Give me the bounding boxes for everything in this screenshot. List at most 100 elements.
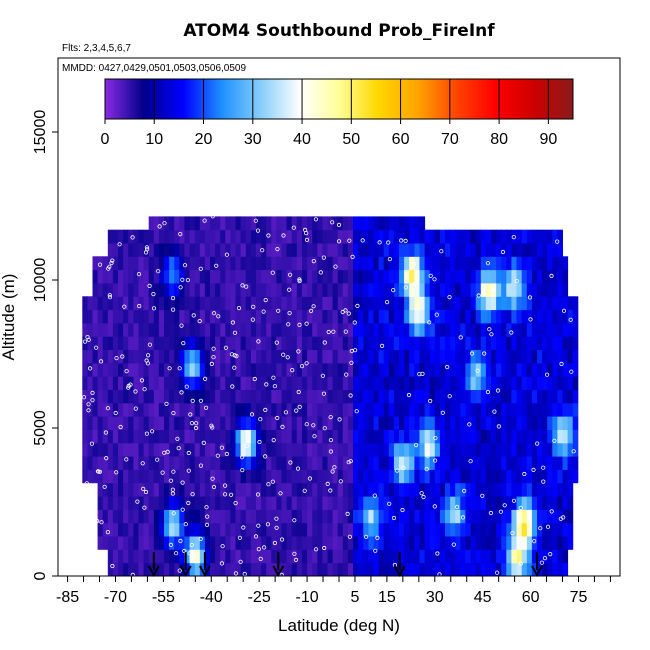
heatmap-cell [179, 522, 185, 537]
heatmap-cell [123, 496, 129, 510]
sample-point [250, 317, 255, 322]
heatmap-cell [296, 309, 303, 324]
sample-point [299, 363, 305, 369]
heatmap-cell [204, 309, 211, 324]
heatmap-cell [245, 389, 252, 404]
heatmap-cell [409, 256, 415, 271]
sample-point [304, 237, 310, 242]
sample-point [137, 303, 142, 309]
heatmap-cell [169, 562, 175, 577]
heatmap-cell [470, 269, 477, 284]
heatmap-cell [82, 402, 88, 417]
heatmap-cell [393, 349, 400, 364]
heatmap-cell [465, 562, 471, 577]
heatmap-cell [302, 456, 308, 470]
heatmap-cell [235, 389, 242, 404]
sample-point [238, 559, 243, 564]
heatmap-cell [210, 562, 216, 577]
heatmap-cell [307, 496, 313, 510]
heatmap-cell [552, 456, 558, 470]
heatmap-cell [169, 549, 175, 564]
sample-point [157, 224, 162, 229]
heatmap-cell [307, 336, 313, 350]
heatmap-cell [92, 469, 99, 484]
heatmap-cell [353, 536, 359, 550]
sample-point [542, 555, 548, 561]
heatmap-cell [235, 442, 242, 457]
heatmap-cell [342, 229, 349, 244]
heatmap-cell [286, 496, 293, 510]
heatmap-cell [567, 322, 574, 337]
heatmap-cell [562, 496, 569, 510]
heatmap-cell [542, 243, 548, 257]
heatmap-cell [337, 549, 344, 564]
heatmap-cell [322, 309, 328, 324]
heatmap-cell [450, 269, 456, 284]
heatmap-cell [485, 362, 492, 377]
heatmap-cell [480, 456, 487, 470]
heatmap-cell [296, 469, 303, 484]
heatmap-cell [118, 522, 124, 537]
heatmap-cell [424, 549, 431, 564]
heatmap-cell [240, 469, 247, 484]
heatmap-cell [450, 549, 456, 564]
heatmap-cell [164, 469, 170, 484]
heatmap-cell [215, 229, 221, 244]
heatmap-cell [143, 283, 150, 297]
heatmap-cell [235, 496, 242, 510]
heatmap-cell [143, 243, 150, 257]
heatmap-cell [409, 536, 415, 550]
heatmap-cell [204, 243, 211, 257]
sample-point [338, 479, 343, 484]
heatmap-cell [399, 536, 405, 550]
heatmap-cell [225, 362, 231, 377]
heatmap-cell [215, 562, 221, 577]
heatmap-cell [107, 456, 114, 470]
heatmap-cell [220, 402, 226, 417]
heatmap-cell [399, 322, 405, 337]
heatmap-cell [557, 456, 563, 470]
heatmap-cell [547, 283, 553, 297]
heatmap-cell [199, 296, 206, 311]
heatmap-cell [470, 509, 477, 524]
heatmap-cell [128, 496, 134, 510]
heatmap-cell [511, 496, 517, 510]
heatmap-cell [153, 309, 160, 324]
heatmap-cell [506, 562, 512, 577]
heatmap-cell [102, 349, 109, 364]
heatmap-cell [220, 522, 226, 537]
heatmap-cell [358, 429, 364, 444]
colorbar-tick-label: 20 [195, 131, 213, 148]
heatmap-cell [358, 402, 364, 417]
heatmap-cell [342, 469, 349, 484]
heatmap-cell [97, 389, 104, 404]
heatmap-cell [552, 496, 558, 510]
heatmap-cell [220, 562, 226, 577]
heatmap-cell [230, 456, 236, 470]
sample-point [229, 492, 234, 497]
heatmap-cell [347, 256, 354, 271]
heatmap-cell [562, 416, 569, 430]
heatmap-cell [439, 362, 446, 377]
sample-point [350, 254, 355, 259]
heatmap-cell [194, 322, 201, 337]
heatmap-cell [429, 309, 436, 324]
heatmap-cell [128, 243, 134, 257]
heatmap-cell [235, 283, 242, 297]
heatmap-cell [542, 376, 548, 390]
heatmap-cell [347, 336, 354, 350]
heatmap-cell [383, 216, 390, 231]
heatmap-cell [271, 336, 277, 350]
heatmap-cell [256, 269, 262, 284]
heatmap-cell [445, 283, 451, 297]
heatmap-cell [347, 549, 354, 564]
heatmap-cell [174, 269, 180, 284]
heatmap-cell [302, 296, 308, 311]
heatmap-cell [393, 309, 400, 324]
heatmap-cell [414, 389, 420, 404]
heatmap-cell [342, 509, 349, 524]
heatmap-cell [496, 469, 502, 484]
sample-point [86, 408, 91, 413]
heatmap-cell [286, 376, 293, 390]
heatmap-cell [480, 562, 487, 577]
